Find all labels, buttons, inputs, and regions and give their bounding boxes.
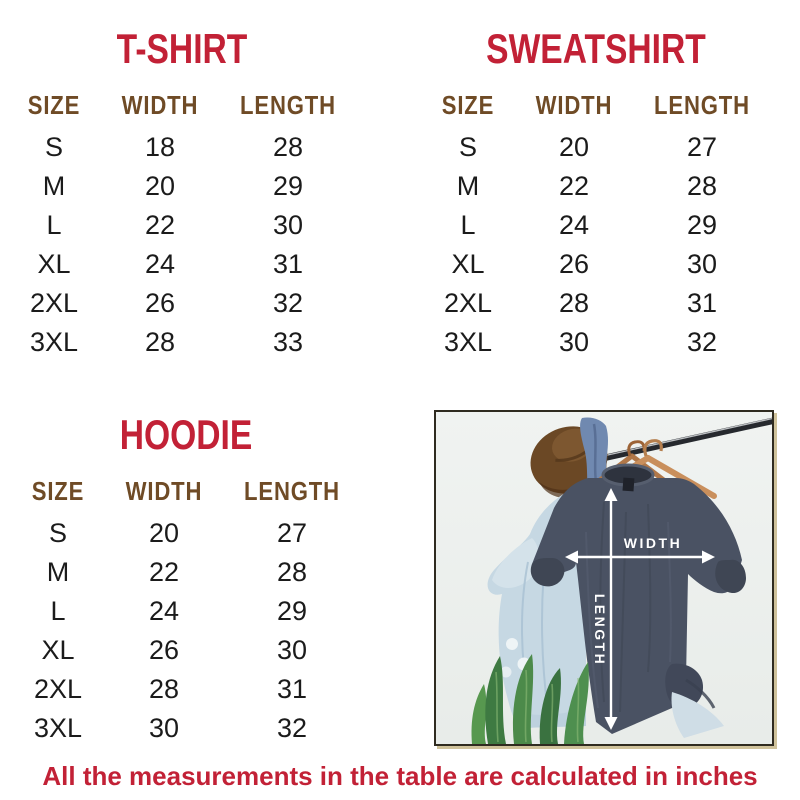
size-cell: 2XL (29, 288, 79, 318)
width-cell: 22 (148, 557, 180, 587)
size-cell: L (460, 210, 476, 240)
size-cell: 3XL (33, 713, 83, 743)
length-cell: 32 (276, 713, 308, 743)
length-cell: 30 (276, 635, 308, 665)
width-arrow (565, 550, 715, 564)
length-cell: 27 (686, 132, 718, 162)
width-label: WIDTH (624, 535, 682, 551)
hoodie-size-table: HOODIE SIZE WIDTH LENGTH S 20 27 M 22 28… (0, 412, 376, 748)
width-cell: 24 (144, 249, 176, 279)
tshirt-grid: SIZE WIDTH LENGTH S 18 28 M 20 29 L 22 3… (0, 88, 372, 362)
column-header-length: LENGTH (240, 90, 336, 120)
width-cell: 30 (148, 713, 180, 743)
length-cell: 32 (272, 288, 304, 318)
length-cell: 31 (276, 674, 308, 704)
tshirt-title: T-SHIRT (116, 25, 248, 72)
column-header-size: SIZE (441, 90, 495, 120)
width-cell: 26 (558, 249, 590, 279)
blue-fabric-bottom (671, 692, 724, 738)
size-cell: XL (41, 635, 75, 665)
size-cell: 3XL (29, 327, 79, 357)
product-photo: WIDTH LENGTH (434, 410, 774, 746)
length-cell: 31 (272, 249, 304, 279)
width-cell: 28 (558, 288, 590, 318)
product-photo-art: WIDTH LENGTH (436, 412, 772, 744)
snake-plant (471, 654, 589, 744)
size-cell: L (50, 596, 66, 626)
size-cell: 3XL (443, 327, 493, 357)
length-cell: 29 (686, 210, 718, 240)
footer-note: All the measurements in the table are ca… (42, 761, 758, 791)
column-header-width: WIDTH (535, 90, 613, 120)
width-cell: 20 (558, 132, 590, 162)
size-cell: S (44, 132, 63, 162)
width-cell: 20 (148, 518, 180, 548)
width-cell: 26 (144, 288, 176, 318)
length-cell: 31 (686, 288, 718, 318)
length-cell: 28 (686, 171, 718, 201)
width-cell: 28 (144, 327, 176, 357)
length-cell: 29 (276, 596, 308, 626)
size-cell: M (42, 171, 66, 201)
width-cell: 26 (148, 635, 180, 665)
width-cell: 28 (148, 674, 180, 704)
length-cell: 28 (272, 132, 304, 162)
column-header-size: SIZE (31, 476, 85, 506)
column-header-width: WIDTH (125, 476, 203, 506)
length-cell: 32 (686, 327, 718, 357)
width-cell: 22 (558, 171, 590, 201)
size-cell: XL (451, 249, 485, 279)
gray-tshirt (530, 463, 746, 734)
tshirt-size-table: T-SHIRT SIZE WIDTH LENGTH S 18 28 M 20 2… (0, 26, 372, 362)
length-cell: 28 (276, 557, 308, 587)
width-cell: 18 (144, 132, 176, 162)
size-cell: 2XL (33, 674, 83, 704)
size-cell: XL (37, 249, 71, 279)
size-cell: L (46, 210, 62, 240)
size-cell: S (48, 518, 67, 548)
length-cell: 33 (272, 327, 304, 357)
sweatshirt-grid: SIZE WIDTH LENGTH S 20 27 M 22 28 L 24 2… (406, 88, 786, 362)
size-cell: M (46, 557, 70, 587)
column-header-length: LENGTH (244, 476, 340, 506)
width-cell: 22 (144, 210, 176, 240)
length-cell: 27 (276, 518, 308, 548)
column-header-width: WIDTH (121, 90, 199, 120)
length-cell: 30 (272, 210, 304, 240)
hoodie-title: HOODIE (119, 411, 253, 458)
clothing-rack-rod (582, 417, 772, 466)
width-cell: 24 (558, 210, 590, 240)
size-cell: M (456, 171, 480, 201)
sweatshirt-title: SWEATSHIRT (486, 25, 706, 72)
length-cell: 29 (272, 171, 304, 201)
sweatshirt-size-table: SWEATSHIRT SIZE WIDTH LENGTH S 20 27 M 2… (406, 26, 786, 362)
length-cell: 30 (686, 249, 718, 279)
width-cell: 20 (144, 171, 176, 201)
size-cell: 2XL (443, 288, 493, 318)
column-header-length: LENGTH (654, 90, 750, 120)
column-header-size: SIZE (27, 90, 81, 120)
length-arrow (604, 488, 618, 730)
width-cell: 24 (148, 596, 180, 626)
hoodie-grid: SIZE WIDTH LENGTH S 20 27 M 22 28 L 24 2… (0, 474, 376, 748)
length-label: LENGTH (592, 594, 608, 667)
width-cell: 30 (558, 327, 590, 357)
size-cell: S (458, 132, 477, 162)
